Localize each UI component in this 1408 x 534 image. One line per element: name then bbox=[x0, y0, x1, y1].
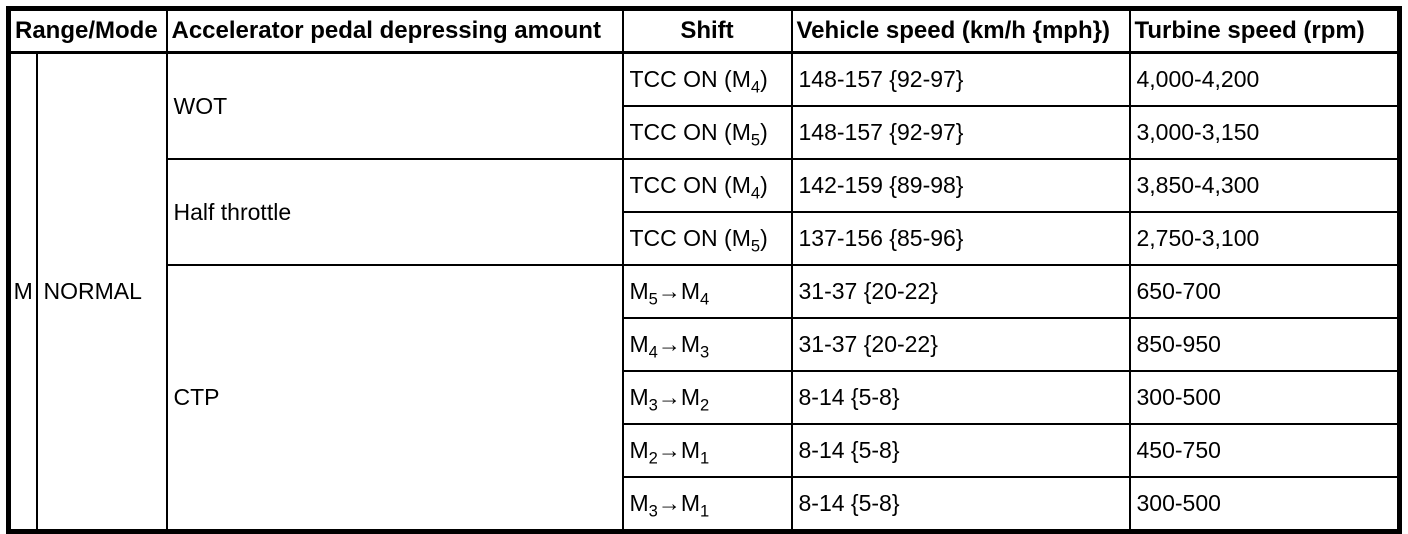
table-row: Half throttle TCC ON (M4) 142-159 {89-98… bbox=[9, 158, 1401, 266]
header-range-mode: Range/Mode bbox=[7, 7, 168, 54]
cell-accelerator-half-throttle: Half throttle bbox=[165, 158, 624, 266]
cell-shift: TCC ON (M5) bbox=[621, 211, 793, 266]
cell-shift: M2→M1 bbox=[621, 423, 793, 478]
cell-shift: M3→M2 bbox=[621, 370, 793, 425]
table-row: TCC ON (M5) 137-156 {85-96} 2,750-3,100 bbox=[9, 211, 1401, 266]
cell-accelerator-wot: WOT bbox=[165, 51, 624, 160]
cell-shift: TCC ON (M5) bbox=[621, 105, 793, 160]
header-shift: Shift bbox=[621, 7, 793, 54]
header-turbine-speed: Turbine speed (rpm) bbox=[1128, 7, 1401, 54]
cell-turbine-speed: 850-950 bbox=[1128, 317, 1401, 372]
cell-turbine-speed: 300-500 bbox=[1128, 370, 1401, 425]
header-row: Range/Mode Accelerator pedal depressing … bbox=[7, 7, 1401, 54]
cell-turbine-speed: 4,000-4,200 bbox=[1128, 51, 1401, 107]
header-vehicle-speed: Vehicle speed (km/h {mph}) bbox=[790, 7, 1131, 54]
cell-vehicle-speed: 8-14 {5-8} bbox=[790, 476, 1131, 533]
cell-turbine-speed: 2,750-3,100 bbox=[1128, 211, 1401, 266]
cell-shift: TCC ON (M4) bbox=[621, 158, 793, 213]
cell-vehicle-speed: 148-157 {92-97} bbox=[790, 105, 1131, 160]
cell-shift: TCC ON (M4) bbox=[621, 51, 793, 107]
cell-turbine-speed: 450-750 bbox=[1128, 423, 1401, 478]
table-row: M3→M2 8-14 {5-8} 300-500 bbox=[9, 370, 1401, 425]
cell-turbine-speed: 300-500 bbox=[1128, 476, 1401, 533]
cell-turbine-speed: 3,850-4,300 bbox=[1128, 158, 1401, 213]
table-row: CTP M5→M4 31-37 {20-22} 650-700 bbox=[9, 264, 1401, 533]
cell-vehicle-speed: 142-159 {89-98} bbox=[790, 158, 1131, 213]
table-row: TCC ON (M5) 148-157 {92-97} 3,000-3,150 bbox=[9, 105, 1401, 160]
table-row: M NORMAL WOT TCC ON (M4) 148-157 {92-97}… bbox=[7, 51, 1401, 533]
cell-vehicle-speed: 31-37 {20-22} bbox=[790, 264, 1131, 319]
shift-speed-spec-table: Range/Mode Accelerator pedal depressing … bbox=[6, 6, 1402, 534]
cell-vehicle-speed: 8-14 {5-8} bbox=[790, 423, 1131, 478]
cell-turbine-speed: 3,000-3,150 bbox=[1128, 105, 1401, 160]
cell-mode: NORMAL bbox=[35, 51, 168, 533]
cell-accelerator-ctp: CTP bbox=[165, 264, 624, 533]
cell-vehicle-speed: 137-156 {85-96} bbox=[790, 211, 1131, 266]
cell-shift: M3→M1 bbox=[621, 476, 793, 533]
cell-shift: M4→M3 bbox=[621, 317, 793, 372]
table-row: M4→M3 31-37 {20-22} 850-950 bbox=[9, 317, 1401, 372]
cell-turbine-speed: 650-700 bbox=[1128, 264, 1401, 319]
cell-vehicle-speed: 8-14 {5-8} bbox=[790, 370, 1131, 425]
cell-vehicle-speed: 148-157 {92-97} bbox=[790, 51, 1131, 107]
cell-range: M bbox=[7, 51, 38, 533]
cell-vehicle-speed: 31-37 {20-22} bbox=[790, 317, 1131, 372]
cell-shift: M5→M4 bbox=[621, 264, 793, 319]
header-accelerator: Accelerator pedal depressing amount bbox=[165, 7, 624, 54]
table-row: M2→M1 8-14 {5-8} 450-750 bbox=[9, 423, 1401, 478]
